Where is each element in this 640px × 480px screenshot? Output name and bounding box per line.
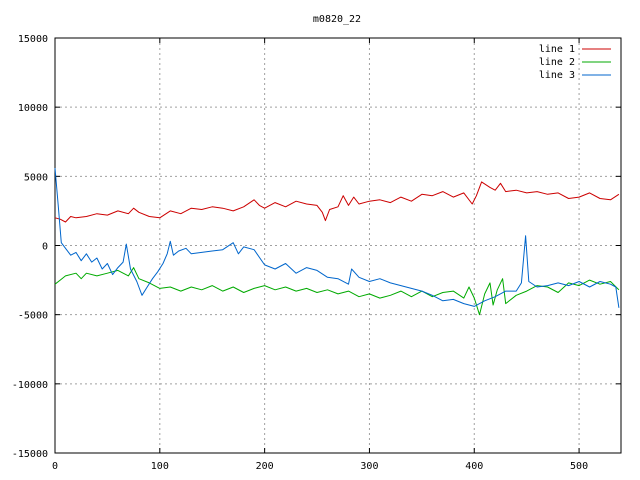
y-tick-label: 15000 (18, 34, 48, 45)
x-tick-label: 100 (151, 461, 169, 472)
legend-label-1: line 1 (539, 44, 575, 55)
series-line-3 (54, 167, 620, 308)
x-tick-label: 400 (465, 461, 483, 472)
grid-lines (55, 38, 621, 453)
legend-label-3: line 3 (539, 70, 575, 81)
y-tick-label: -15000 (12, 449, 48, 460)
chart-title: m0820_22 (313, 14, 361, 25)
x-tick-label: 500 (570, 461, 588, 472)
axes: 0 100 200 300 400 500 -15000 -10000 -5000 0 5000 10… (12, 34, 622, 472)
y-tick-label: 0 (42, 242, 48, 253)
y-tick-label: 5000 (24, 172, 48, 183)
legend: line 1 line 2 line 3 (539, 44, 611, 81)
y-tick-label: -5000 (18, 311, 48, 322)
series-line-2 (54, 267, 620, 316)
y-tick-label: 10000 (18, 103, 48, 114)
series-line-1 (54, 181, 620, 223)
x-tick-label: 0 (52, 461, 58, 472)
y-tick-label: -10000 (12, 380, 48, 391)
x-tick-label: 200 (256, 461, 274, 472)
series-lines (54, 167, 620, 316)
x-tick-label: 300 (360, 461, 378, 472)
legend-label-2: line 2 (539, 57, 575, 68)
